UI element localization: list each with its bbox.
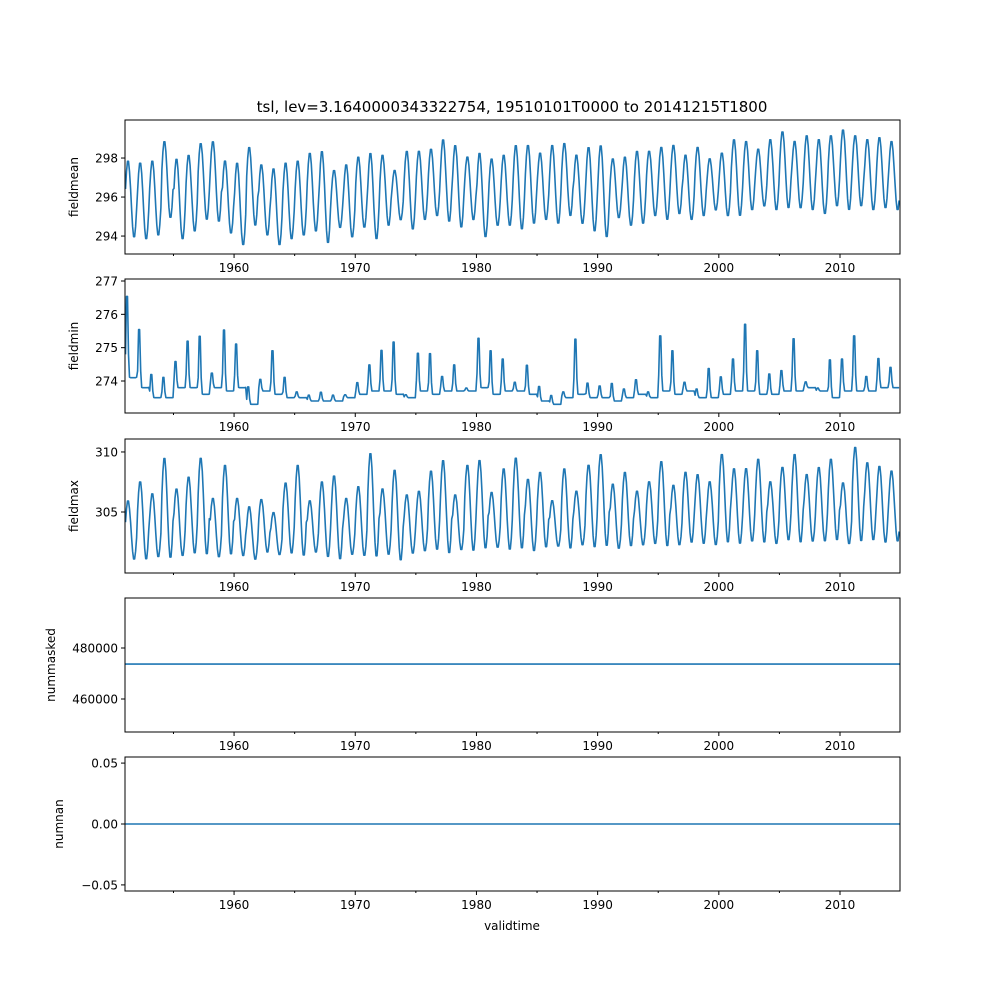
y-tick-label: 274 bbox=[95, 375, 118, 389]
x-tick-label: 1980 bbox=[461, 580, 492, 594]
x-tick-label: 1970 bbox=[340, 898, 371, 912]
y-tick-label: 460000 bbox=[72, 692, 118, 706]
x-tick-label: 2010 bbox=[825, 420, 856, 434]
x-tick-label: 1980 bbox=[461, 739, 492, 753]
x-tick-label: 2000 bbox=[704, 261, 735, 275]
y-tick-label: 298 bbox=[95, 152, 118, 166]
x-tick-label: 2000 bbox=[704, 739, 735, 753]
y-tick-label: 0.00 bbox=[91, 818, 118, 832]
x-tick-label: 1960 bbox=[219, 898, 250, 912]
x-tick-label: 1990 bbox=[582, 420, 613, 434]
axes-frame-nummasked bbox=[124, 597, 901, 733]
axes-frame-fieldmax bbox=[124, 438, 901, 574]
x-tick-label: 2000 bbox=[704, 898, 735, 912]
y-tick-label: 296 bbox=[95, 191, 118, 205]
x-tick-label: 2000 bbox=[704, 420, 735, 434]
x-axis-label: validtime bbox=[484, 919, 540, 933]
x-tick-label: 1990 bbox=[582, 739, 613, 753]
x-tick-label: 1970 bbox=[340, 261, 371, 275]
y-axis-label: fieldmax bbox=[67, 480, 81, 532]
axes-frame-fieldmean bbox=[124, 119, 901, 255]
x-tick-label: 1990 bbox=[582, 261, 613, 275]
x-tick-label: 1960 bbox=[219, 261, 250, 275]
x-tick-label: 1970 bbox=[340, 420, 371, 434]
x-tick-label: 1970 bbox=[340, 580, 371, 594]
y-tick-label: 310 bbox=[95, 445, 118, 459]
x-tick-label: 1990 bbox=[582, 580, 613, 594]
y-tick-label: 294 bbox=[95, 230, 118, 244]
x-tick-label: 2000 bbox=[704, 580, 735, 594]
x-tick-label: 1960 bbox=[219, 420, 250, 434]
axes-frame-fieldmin bbox=[124, 278, 901, 414]
y-axis-label: numnan bbox=[52, 799, 66, 848]
y-tick-label: 277 bbox=[95, 275, 118, 289]
series-line-fieldmean bbox=[124, 129, 900, 246]
x-tick-label: 2010 bbox=[825, 261, 856, 275]
y-tick-label: 275 bbox=[95, 341, 118, 355]
x-tick-label: 1980 bbox=[461, 420, 492, 434]
y-axis-label: nummasked bbox=[44, 628, 58, 702]
y-axis-label: fieldmin bbox=[67, 322, 81, 371]
y-tick-label: 480000 bbox=[72, 641, 118, 655]
x-tick-label: 2010 bbox=[825, 898, 856, 912]
x-tick-label: 1960 bbox=[219, 580, 250, 594]
x-tick-label: 1970 bbox=[340, 739, 371, 753]
y-tick-label: 0.05 bbox=[91, 757, 118, 771]
y-tick-label: 276 bbox=[95, 308, 118, 322]
x-tick-label: 2010 bbox=[825, 580, 856, 594]
series-line-fieldmax bbox=[124, 446, 900, 561]
x-tick-label: 1980 bbox=[461, 261, 492, 275]
y-tick-label: −0.05 bbox=[81, 878, 118, 892]
chart-title: tsl, lev=3.1640000343322754, 19510101T00… bbox=[257, 98, 768, 116]
x-tick-label: 1990 bbox=[582, 898, 613, 912]
series-line-fieldmin bbox=[124, 295, 900, 406]
y-axis-label: fieldmean bbox=[67, 157, 81, 217]
y-tick-label: 305 bbox=[95, 506, 118, 520]
x-tick-label: 1980 bbox=[461, 898, 492, 912]
x-tick-label: 2010 bbox=[825, 739, 856, 753]
x-tick-label: 1960 bbox=[219, 739, 250, 753]
